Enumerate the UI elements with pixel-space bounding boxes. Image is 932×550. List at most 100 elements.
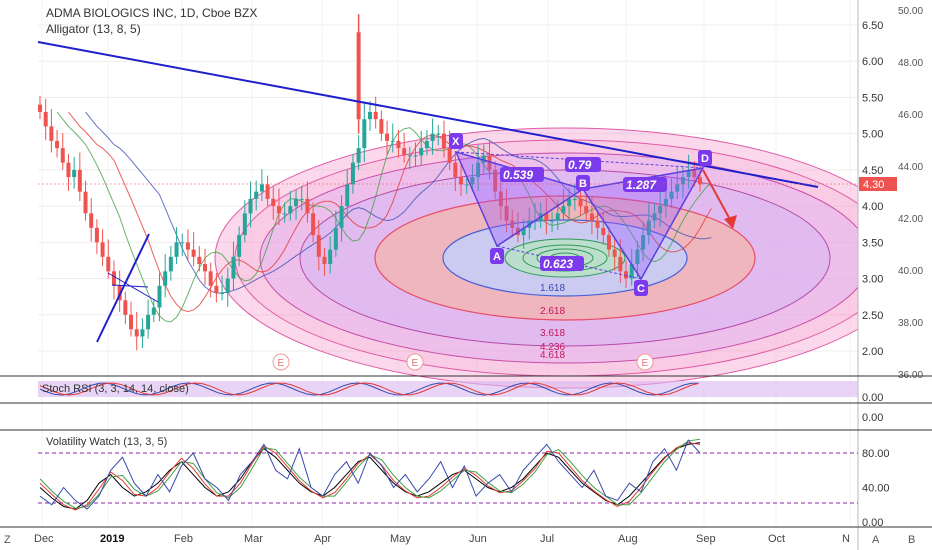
candle bbox=[237, 226, 242, 267]
candle bbox=[567, 188, 572, 220]
pattern-point-d[interactable]: D bbox=[698, 150, 712, 166]
svg-text:0.539: 0.539 bbox=[503, 168, 533, 182]
volatility-watch-pane[interactable] bbox=[38, 438, 858, 511]
alligator-line bbox=[56, 111, 712, 323]
candle bbox=[584, 193, 589, 221]
price-tick-left: 6.50 bbox=[862, 20, 883, 32]
candle bbox=[106, 239, 111, 279]
volatility-series-line bbox=[39, 438, 701, 509]
candle bbox=[407, 146, 412, 170]
candle bbox=[197, 245, 202, 272]
candle bbox=[362, 101, 367, 162]
candle bbox=[498, 178, 503, 220]
pattern-point-b[interactable]: B bbox=[576, 175, 590, 191]
time-tick-label: May bbox=[390, 533, 411, 545]
candle bbox=[606, 226, 611, 257]
time-tick-label: Mar bbox=[244, 533, 263, 545]
candle bbox=[487, 140, 492, 180]
symbol-title: ADMA BIOLOGICS INC, 1D, Cboe BZX bbox=[46, 6, 258, 20]
candle bbox=[311, 202, 316, 243]
time-tick-label: Jul bbox=[540, 533, 554, 545]
candle bbox=[521, 219, 526, 249]
candle bbox=[134, 311, 139, 351]
stoch-rsi-label[interactable]: Stoch RSI (3, 3, 14, 14, close) bbox=[42, 383, 189, 395]
candle bbox=[356, 135, 361, 170]
candle bbox=[157, 272, 162, 322]
pattern-point-x[interactable]: X bbox=[449, 133, 463, 149]
target-arrow[interactable] bbox=[702, 169, 737, 229]
price-tick-left: 5.00 bbox=[862, 129, 883, 141]
candle bbox=[242, 200, 247, 243]
pattern-xd bbox=[455, 151, 704, 169]
candle bbox=[402, 132, 407, 163]
auto-scale-button[interactable]: A bbox=[872, 534, 880, 546]
price-tick-left: 3.00 bbox=[862, 274, 883, 286]
candle bbox=[214, 272, 219, 303]
candle bbox=[424, 130, 429, 156]
candle bbox=[168, 245, 173, 281]
candle bbox=[561, 188, 566, 221]
candle bbox=[441, 120, 446, 158]
ascending-trendline[interactable] bbox=[96, 233, 150, 343]
time-tick-label: Apr bbox=[314, 533, 331, 545]
candle bbox=[464, 175, 469, 194]
log-scale-button[interactable]: B bbox=[908, 534, 916, 546]
candle bbox=[436, 124, 441, 146]
descending-trendline[interactable] bbox=[37, 41, 819, 188]
zoom-button[interactable]: Z bbox=[4, 534, 11, 546]
candle bbox=[38, 95, 42, 120]
candle bbox=[294, 190, 299, 220]
candle bbox=[282, 202, 287, 223]
volatility-watch-label[interactable]: Volatility Watch (13, 3, 5) bbox=[46, 436, 168, 448]
last-price-label: 4.30 bbox=[859, 177, 897, 191]
candle bbox=[396, 130, 401, 158]
alligator-indicator-label[interactable]: Alligator (13, 8, 5) bbox=[46, 22, 141, 36]
candle bbox=[129, 301, 134, 337]
candle bbox=[476, 145, 481, 191]
candle bbox=[595, 209, 600, 240]
candle bbox=[322, 248, 327, 276]
pattern-point-c[interactable]: C bbox=[634, 280, 648, 296]
price-tick-right: 44.00 bbox=[898, 162, 923, 173]
candle bbox=[390, 123, 395, 153]
time-tick-label: Feb bbox=[174, 533, 193, 545]
candle bbox=[686, 154, 691, 189]
svg-text:C: C bbox=[637, 283, 645, 295]
candle bbox=[612, 236, 617, 271]
alligator-lines bbox=[56, 111, 712, 323]
pattern-point-a[interactable]: A bbox=[490, 248, 504, 264]
stoch-rsi-pane[interactable] bbox=[38, 381, 858, 397]
channel-line-2 bbox=[111, 284, 149, 288]
fib-ratio-label: 4.236 bbox=[540, 342, 565, 353]
price-tick-left: 3.50 bbox=[862, 237, 883, 249]
candle bbox=[373, 96, 378, 129]
candle bbox=[544, 198, 549, 235]
svg-text:D: D bbox=[701, 153, 709, 165]
time-axis[interactable]: Dec 2019 Feb Mar Apr May Jun Jul Aug Sep Oct N bbox=[34, 533, 850, 545]
price-tick-right: 50.00 bbox=[898, 6, 923, 17]
earnings-marker[interactable]: E bbox=[406, 353, 424, 371]
candle bbox=[635, 240, 640, 278]
earnings-marker[interactable]: E bbox=[272, 353, 290, 371]
candle bbox=[669, 178, 674, 209]
candle bbox=[459, 161, 464, 196]
channel-line-1 bbox=[107, 272, 159, 303]
candle bbox=[641, 222, 646, 262]
candle bbox=[100, 229, 105, 267]
candle bbox=[123, 291, 128, 325]
candle bbox=[77, 152, 82, 202]
time-tick-label: Oct bbox=[768, 533, 785, 545]
svg-text:E: E bbox=[278, 358, 285, 369]
candle bbox=[265, 175, 270, 207]
main-pane-grid bbox=[38, 0, 858, 527]
candle bbox=[49, 109, 54, 153]
candle bbox=[220, 275, 225, 301]
earnings-marker[interactable]: E bbox=[636, 353, 654, 371]
candle bbox=[316, 219, 321, 271]
candle bbox=[345, 169, 350, 218]
candle bbox=[430, 118, 435, 155]
spike-body bbox=[356, 32, 361, 120]
candle bbox=[225, 267, 230, 307]
